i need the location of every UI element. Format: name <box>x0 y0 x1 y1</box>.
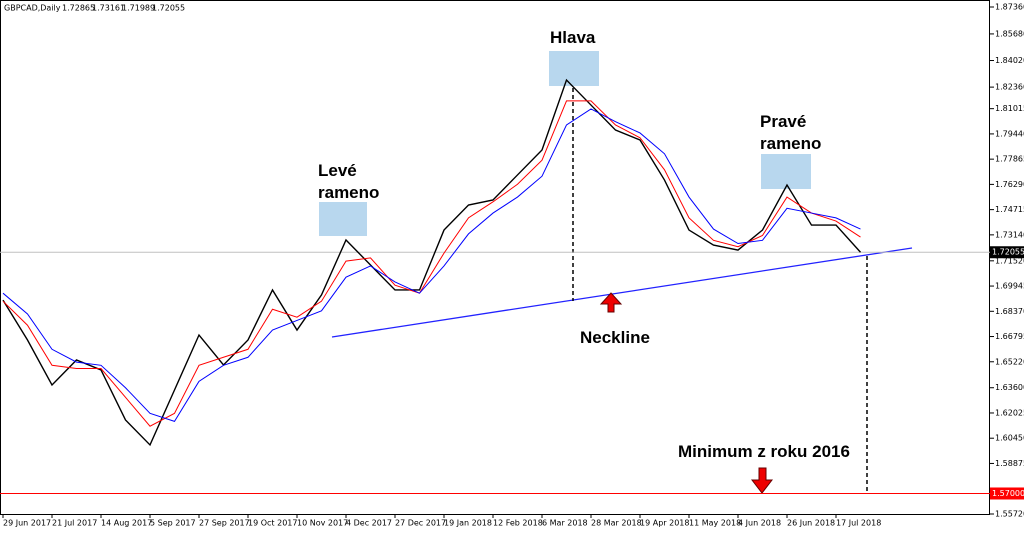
x-tick-label: 4 Jun 2018 <box>738 519 781 528</box>
highlight <box>319 202 367 236</box>
x-tick-label: 19 Oct 2017 <box>248 519 297 528</box>
y-tick-label: 1.58875 <box>995 459 1024 468</box>
x-tick-label: 14 Aug 2017 <box>101 519 152 528</box>
price-label: 1.72055 <box>992 248 1024 257</box>
y-tick-label: 1.63600 <box>995 383 1024 392</box>
ohlc-value: 1.71989 <box>122 4 155 13</box>
x-tick-label: 5 Sep 2017 <box>150 519 196 528</box>
y-tick-label: 1.82360 <box>995 83 1024 92</box>
y-tick-label: 1.85680 <box>995 29 1024 38</box>
y-tick-label: 1.60450 <box>995 434 1024 443</box>
annotation: Levé rameno <box>318 161 380 202</box>
y-tick-label: 1.62025 <box>995 408 1024 417</box>
x-tick-label: 21 Jul 2017 <box>52 519 97 528</box>
y-tick-label: 1.76290 <box>995 180 1024 189</box>
y-tick-label: 1.84020 <box>995 56 1024 65</box>
annotation: Hlava <box>550 28 596 47</box>
x-tick-label: 27 Dec 2017 <box>395 519 446 528</box>
y-tick-label: 1.87360 <box>995 3 1024 12</box>
y-tick-label: 1.71520 <box>995 256 1024 265</box>
highlight <box>761 154 811 189</box>
annotation: Minimum z roku 2016 <box>678 442 850 461</box>
arrow <box>599 292 623 313</box>
y-tick-label: 1.79440 <box>995 129 1024 138</box>
ohlc-value: 1.72055 <box>152 4 185 13</box>
annotation: Neckline <box>580 328 650 347</box>
y-tick-label: 1.74715 <box>995 205 1024 214</box>
highlight <box>549 51 599 86</box>
support-label: 1.57000 <box>992 489 1024 498</box>
y-tick-label: 1.55720 <box>995 510 1024 519</box>
y-tick-label: 1.65220 <box>995 357 1024 366</box>
x-tick-label: 4 Dec 2017 <box>346 519 392 528</box>
y-tick-label: 1.68370 <box>995 307 1024 316</box>
support-box <box>990 487 1024 500</box>
plot-frame <box>0 0 990 515</box>
x-tick-label: 11 May 2018 <box>689 519 741 528</box>
y-tick-label: 1.77865 <box>995 155 1024 164</box>
x-tick-label: 27 Sep 2017 <box>199 519 250 528</box>
price-box <box>990 246 1024 259</box>
annotation: Pravé rameno <box>760 112 822 153</box>
y-tick-label: 1.69945 <box>995 282 1024 291</box>
y-tick-label: 1.81015 <box>995 104 1024 113</box>
x-tick-label: 19 Jan 2018 <box>444 519 492 528</box>
x-tick-label: 12 Feb 2018 <box>493 519 543 528</box>
price-line-series <box>2 100 861 427</box>
price-line-series <box>2 78 862 447</box>
ohlc-value: 1.73161 <box>92 4 125 13</box>
price-line-series <box>2 108 861 422</box>
x-tick-label: 10 Nov 2017 <box>297 519 348 528</box>
x-tick-label: 28 Mar 2018 <box>591 519 642 528</box>
symbol: GBPCAD,Daily <box>4 4 61 13</box>
ohlc-value: 1.72865 <box>62 4 95 13</box>
x-tick-label: 6 Mar 2018 <box>542 519 588 528</box>
y-tick-label: 1.66795 <box>995 332 1024 341</box>
arrow <box>750 467 774 494</box>
y-tick-label: 1.73140 <box>995 230 1024 239</box>
x-tick-label: 26 Jun 2018 <box>787 519 835 528</box>
x-tick-label: 19 Apr 2018 <box>640 519 689 528</box>
x-tick-label: 29 Jun 2017 <box>3 519 51 528</box>
neckline <box>331 247 913 338</box>
x-tick-label: 17 Jul 2018 <box>836 519 881 528</box>
